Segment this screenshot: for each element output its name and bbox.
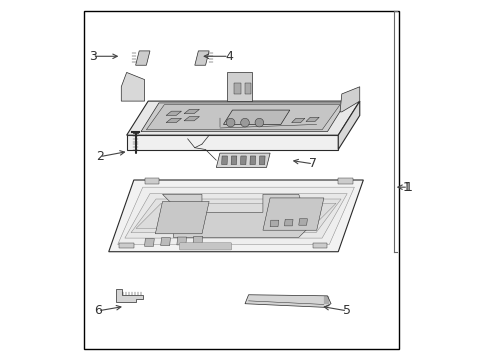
Text: 5: 5 — [343, 305, 351, 318]
Polygon shape — [177, 237, 187, 245]
Polygon shape — [259, 156, 265, 165]
Polygon shape — [216, 153, 270, 167]
Polygon shape — [195, 51, 209, 65]
Polygon shape — [126, 101, 360, 135]
Polygon shape — [122, 72, 145, 101]
Circle shape — [255, 118, 264, 127]
FancyBboxPatch shape — [179, 243, 232, 250]
Polygon shape — [118, 187, 354, 244]
Text: 6: 6 — [94, 305, 102, 318]
Polygon shape — [163, 194, 310, 237]
Polygon shape — [270, 220, 279, 226]
Polygon shape — [227, 72, 252, 101]
Polygon shape — [145, 238, 154, 246]
Polygon shape — [126, 135, 338, 149]
Polygon shape — [245, 83, 251, 94]
Polygon shape — [231, 156, 237, 165]
Polygon shape — [285, 220, 293, 226]
Polygon shape — [109, 180, 364, 252]
Polygon shape — [250, 156, 256, 165]
Polygon shape — [166, 118, 181, 123]
Text: 4: 4 — [225, 50, 233, 63]
Polygon shape — [184, 117, 199, 121]
Polygon shape — [223, 110, 290, 125]
Circle shape — [226, 118, 235, 127]
Polygon shape — [263, 198, 324, 230]
Polygon shape — [306, 117, 319, 122]
Polygon shape — [116, 289, 143, 302]
Polygon shape — [145, 178, 159, 184]
Polygon shape — [120, 243, 134, 248]
Polygon shape — [136, 51, 150, 65]
Polygon shape — [131, 199, 341, 233]
Polygon shape — [338, 101, 360, 149]
Polygon shape — [313, 243, 327, 248]
Bar — [84, 12, 399, 348]
Polygon shape — [125, 194, 347, 238]
Polygon shape — [245, 295, 331, 307]
Circle shape — [241, 118, 249, 127]
Polygon shape — [292, 118, 305, 123]
Text: 3: 3 — [89, 50, 97, 63]
Polygon shape — [166, 111, 181, 116]
Polygon shape — [338, 178, 353, 184]
Polygon shape — [155, 202, 209, 234]
Text: 1: 1 — [402, 181, 410, 194]
Polygon shape — [184, 109, 199, 114]
Polygon shape — [221, 156, 227, 165]
Text: 1: 1 — [404, 181, 412, 194]
Text: 2: 2 — [96, 150, 104, 163]
Polygon shape — [147, 105, 340, 130]
Polygon shape — [340, 87, 360, 112]
Polygon shape — [141, 103, 345, 132]
Polygon shape — [234, 83, 241, 94]
Text: 7: 7 — [309, 157, 317, 170]
Polygon shape — [193, 236, 203, 244]
Polygon shape — [299, 219, 307, 225]
Polygon shape — [136, 203, 336, 228]
Polygon shape — [161, 238, 171, 246]
Polygon shape — [241, 156, 246, 165]
